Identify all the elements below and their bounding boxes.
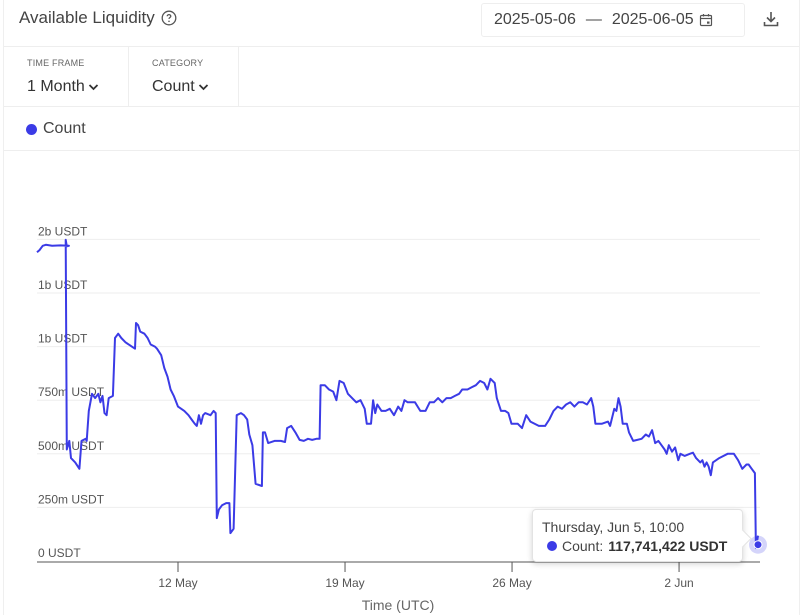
filter-bar: TIME FRAME 1 Month CATEGORY Count (4, 47, 799, 107)
chart-tooltip: Thursday, Jun 5, 10:00 Count: 117,741,42… (532, 509, 743, 562)
svg-text:500m USDT: 500m USDT (38, 439, 105, 453)
hover-marker (753, 540, 763, 550)
svg-text:12 May: 12 May (158, 576, 197, 590)
title-text: Available Liquidity (19, 8, 155, 27)
category-dropdown[interactable]: Count (152, 78, 209, 96)
x-axis: 12 May 19 May 26 May 2 Jun (37, 561, 760, 590)
tooltip-series-label: Count: (562, 538, 604, 554)
date-separator: — (585, 11, 602, 28)
card-header: Available Liquidity 2025-05-06 — 2025-06… (4, 0, 799, 47)
chart-legend: Count (4, 107, 799, 151)
y-axis-labels: 0 USDT 250m USDT 500m USDT 750m USDT 1b USDT… (38, 224, 105, 560)
tooltip-row: Count: 117,741,422 USDT (547, 538, 727, 554)
count-series-line (36, 238, 759, 550)
legend-label: Count (43, 120, 86, 137)
date-range-picker[interactable]: 2025-05-06 — 2025-06-05 (481, 3, 745, 37)
svg-text:19 May: 19 May (325, 576, 364, 590)
time-frame-label: TIME FRAME (27, 58, 85, 68)
time-frame-filter[interactable]: TIME FRAME 1 Month (4, 47, 129, 107)
legend-item-count[interactable]: Count (26, 120, 86, 138)
available-liquidity-card: Available Liquidity 2025-05-06 — 2025-06… (3, 0, 800, 615)
svg-text:750m USDT: 750m USDT (38, 385, 105, 399)
time-frame-dropdown[interactable]: 1 Month (27, 78, 99, 96)
svg-text:250m USDT: 250m USDT (38, 492, 105, 506)
tooltip-value: 117,741,422 USDT (608, 538, 728, 554)
legend-dot (26, 123, 37, 135)
category-filter[interactable]: CATEGORY Count (129, 47, 239, 107)
category-value: Count (152, 78, 195, 95)
date-end: 2025-06-05 (611, 11, 694, 28)
svg-text:26 May: 26 May (492, 576, 531, 590)
download-icon[interactable] (761, 9, 781, 29)
svg-text:2b USDT: 2b USDT (38, 224, 88, 238)
tooltip-title: Thursday, Jun 5, 10:00 (542, 519, 685, 535)
card-title: Available Liquidity (19, 8, 177, 28)
calendar-icon[interactable] (699, 13, 713, 27)
time-frame-value: 1 Month (27, 78, 85, 95)
help-icon[interactable] (161, 10, 177, 26)
category-label: CATEGORY (152, 58, 204, 68)
tooltip-series-dot (547, 541, 557, 551)
svg-text:0 USDT: 0 USDT (38, 546, 81, 560)
svg-text:1b USDT: 1b USDT (38, 332, 88, 346)
chevron-down-icon (198, 84, 208, 91)
chevron-down-icon (88, 84, 98, 91)
date-start: 2025-05-06 (494, 11, 576, 28)
svg-text:1b USDT: 1b USDT (38, 278, 88, 292)
x-axis-title: Time (UTC) (362, 597, 435, 613)
chart-gridlines (37, 238, 760, 508)
svg-text:2 Jun: 2 Jun (664, 576, 693, 590)
